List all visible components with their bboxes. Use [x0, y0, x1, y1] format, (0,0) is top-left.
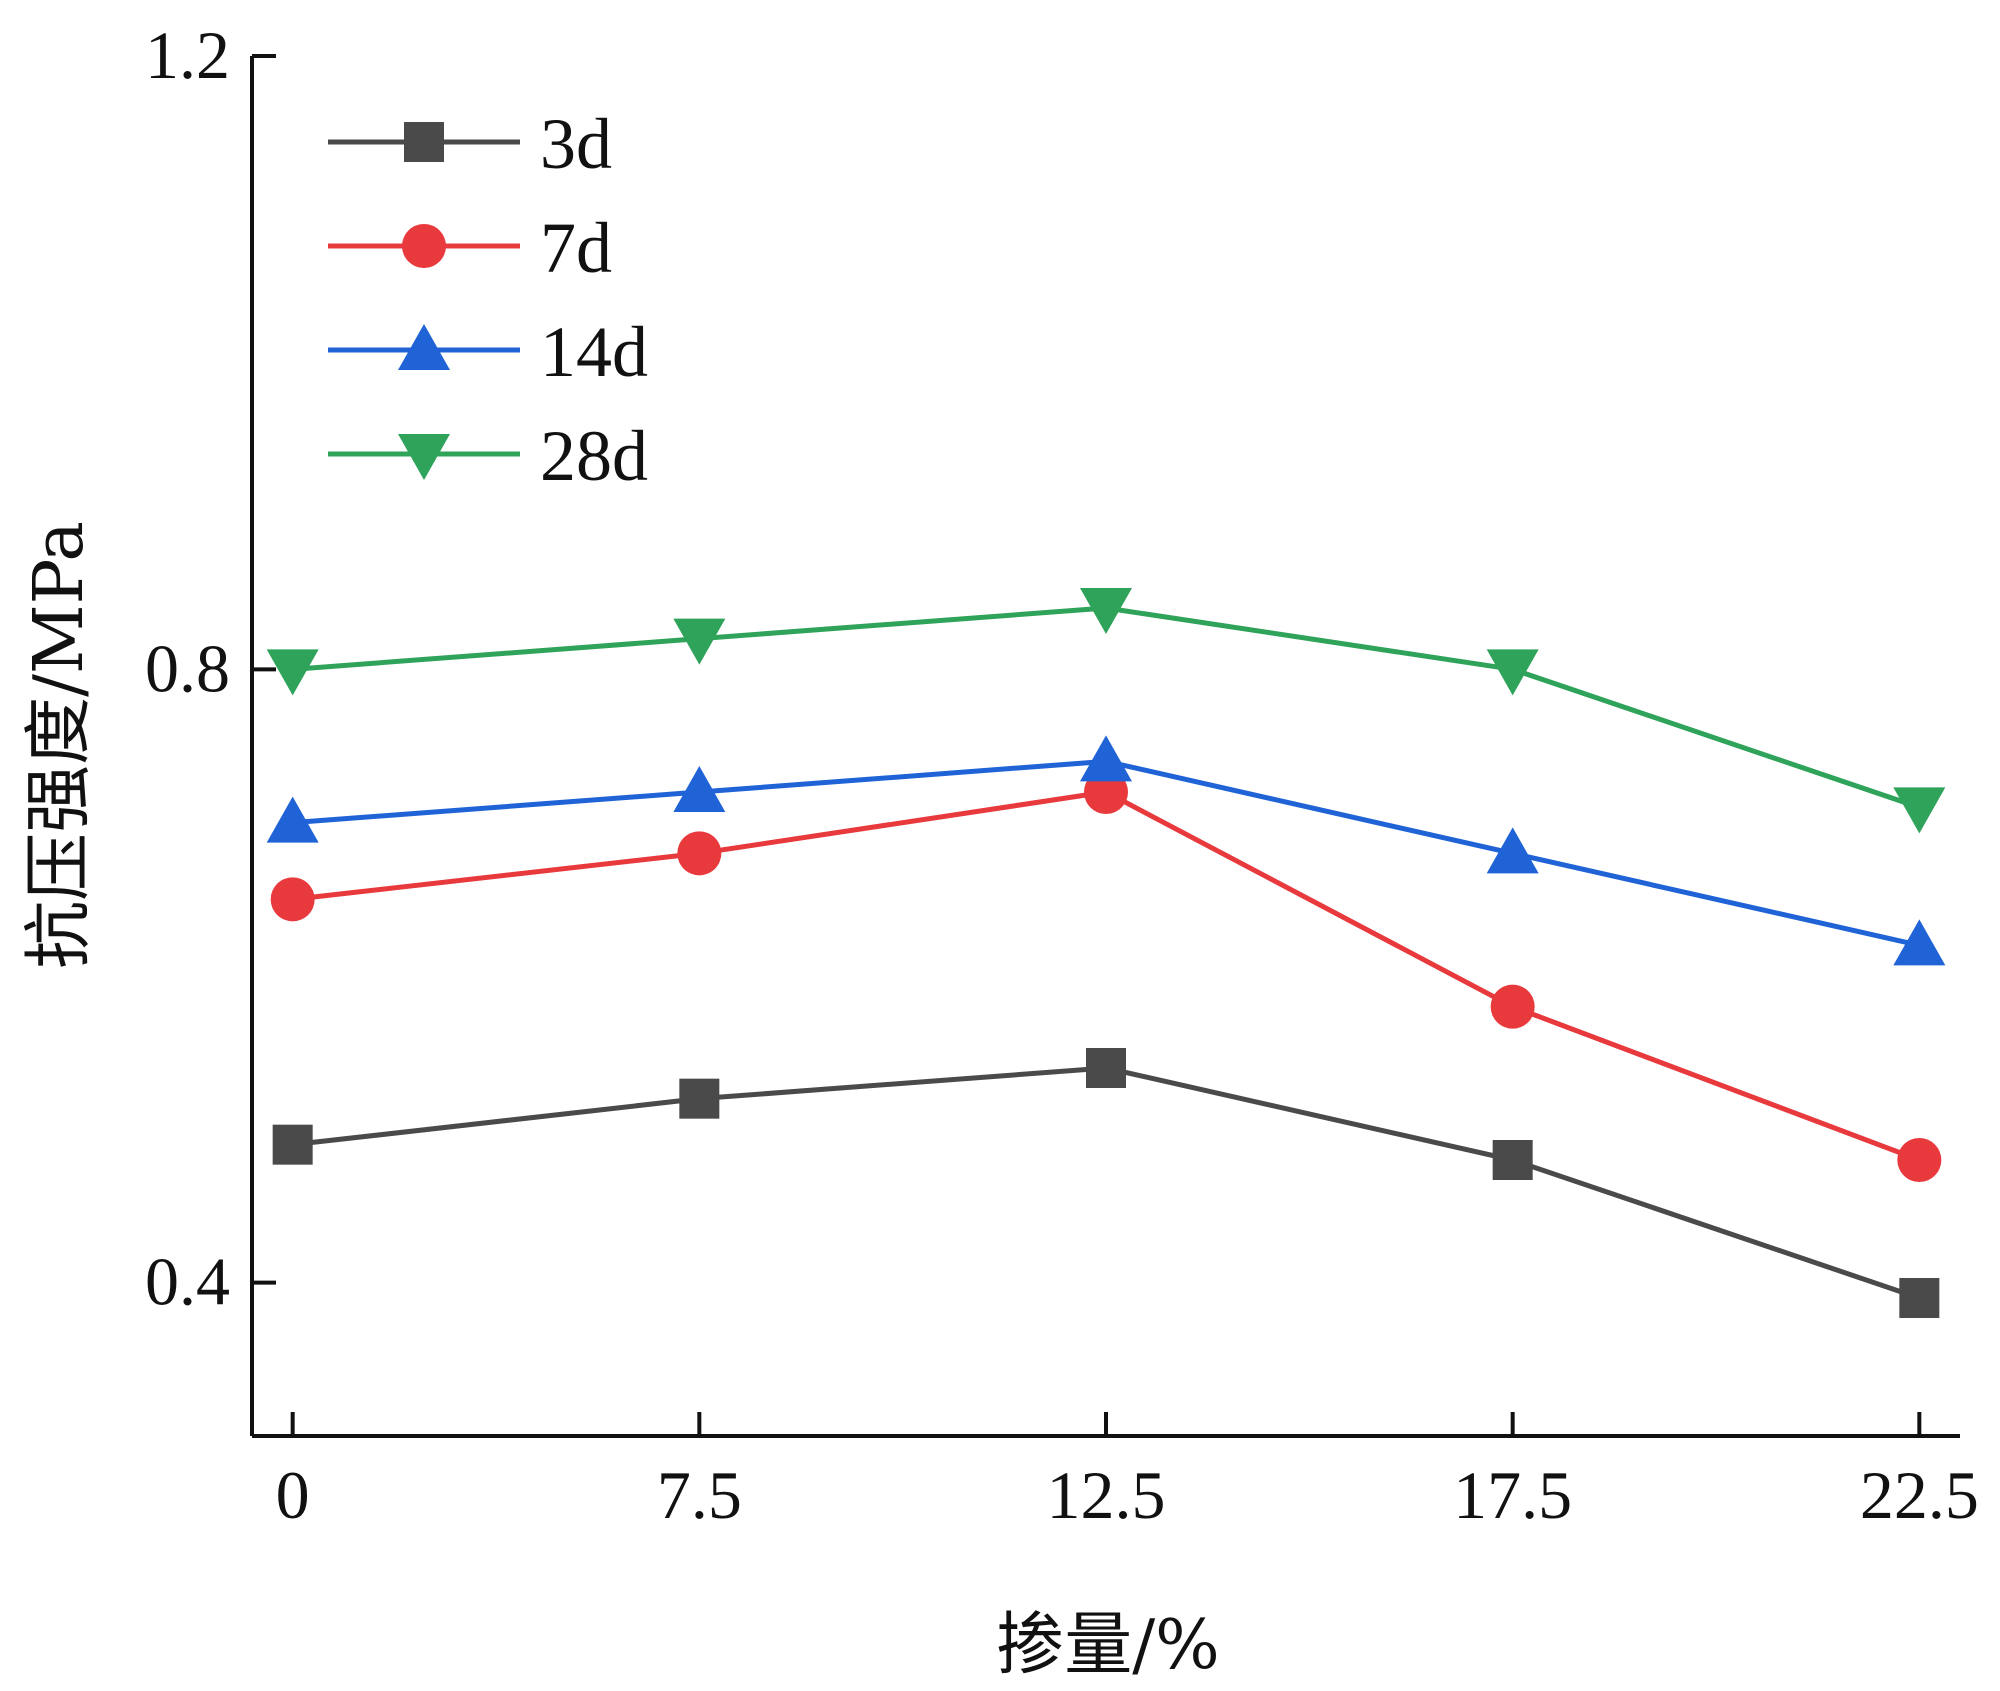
legend-label: 3d [540, 104, 612, 184]
data-point-3d [1492, 1140, 1533, 1180]
data-point-7d [1490, 984, 1535, 1029]
data-point-28d [1486, 649, 1539, 696]
data-point-14d [266, 796, 319, 843]
x-tick-label: 0 [276, 1457, 310, 1533]
series-14d [266, 735, 1946, 966]
data-point-14d [1486, 827, 1539, 874]
y-tick-label: 0.8 [145, 630, 230, 706]
data-point-7d [1897, 1138, 1942, 1182]
legend-marker [402, 224, 446, 268]
legend-item-3d: 3d [328, 104, 612, 184]
series-line-3d [292, 1065, 1921, 1301]
legend-label: 28d [540, 416, 648, 496]
legend-marker [398, 324, 450, 370]
x-axis-title: 掺量/% [996, 1606, 1220, 1685]
legend-marker [398, 434, 450, 480]
data-point-28d [673, 618, 726, 665]
data-point-3d [1086, 1048, 1126, 1088]
data-point-14d [673, 766, 726, 812]
series-line-7d [292, 789, 1921, 1163]
x-tick-label: 22.5 [1860, 1457, 1979, 1533]
y-tick-label: 1.2 [145, 17, 230, 93]
axes: 0.4 0.8 1.2 0 7.5 12.5 17.5 22.5 [145, 17, 1979, 1533]
data-point-3d [1899, 1278, 1940, 1318]
legend-item-7d: 7d [328, 208, 612, 288]
x-tick-label: 17.5 [1453, 1457, 1572, 1533]
data-point-28d [266, 649, 319, 696]
legend-item-28d: 28d [328, 416, 648, 496]
y-tick-label: 0.4 [145, 1244, 230, 1320]
data-point-7d [270, 877, 315, 922]
x-tick-label: 12.5 [1047, 1457, 1166, 1533]
data-point-28d [1893, 787, 1946, 834]
series-layer [266, 588, 1946, 1318]
legend-marker [404, 122, 444, 162]
data-point-28d [1080, 588, 1132, 634]
data-point-3d [272, 1124, 313, 1165]
data-point-14d [1893, 919, 1946, 966]
x-tick-label: 7.5 [657, 1457, 742, 1533]
y-axis-title: 抗压强度/MPa [20, 521, 99, 969]
data-point-7d [677, 831, 722, 876]
series-3d [272, 1048, 1940, 1318]
legend-item-14d: 14d [328, 312, 648, 392]
legend-label: 7d [540, 208, 612, 288]
legend-label: 14d [540, 312, 648, 392]
data-point-14d [1080, 735, 1132, 782]
data-point-3d [679, 1078, 720, 1119]
series-28d [266, 588, 1946, 834]
legend: 3d 7d 14d 28d [328, 104, 648, 496]
